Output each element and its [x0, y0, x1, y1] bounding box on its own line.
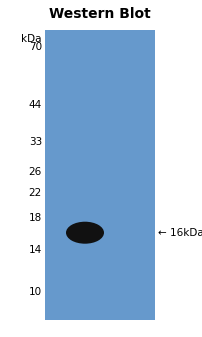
Text: 14: 14 [29, 245, 42, 254]
Text: 44: 44 [29, 100, 42, 110]
Bar [45, 30, 154, 320]
Text: 10: 10 [29, 287, 42, 297]
Text: kDa: kDa [21, 34, 42, 44]
Text: 18: 18 [29, 213, 42, 223]
Text: 33: 33 [29, 136, 42, 147]
Text: 70: 70 [29, 42, 42, 52]
Text: ← 16kDa: ← 16kDa [157, 228, 202, 238]
Ellipse shape [66, 222, 103, 244]
Text: 26: 26 [29, 166, 42, 177]
Text: Western Blot: Western Blot [49, 7, 150, 21]
Text: 22: 22 [29, 188, 42, 197]
